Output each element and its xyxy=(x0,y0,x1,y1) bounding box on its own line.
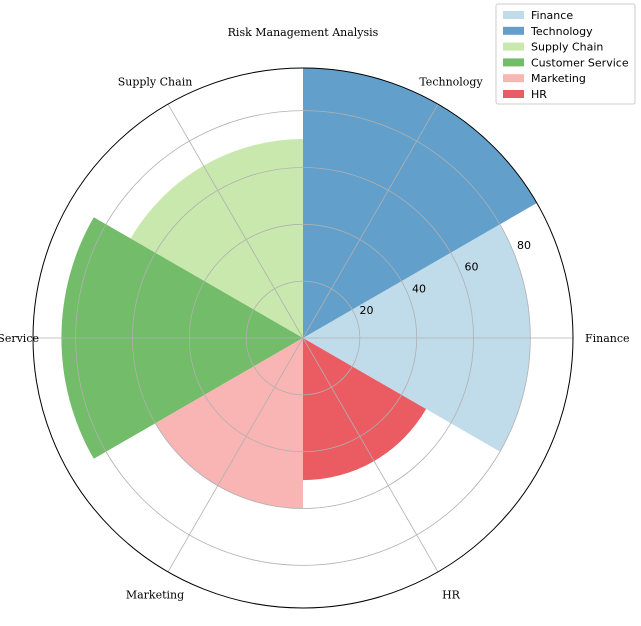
wedge-marketing xyxy=(155,338,303,509)
chart-title: Risk Management Analysis xyxy=(228,26,379,39)
legend: Finance Technology Supply Chain Customer Se… xyxy=(495,3,636,105)
grid-layer xyxy=(32,67,574,609)
wedge-hr xyxy=(303,338,427,481)
radial-tick-label: 20 xyxy=(360,304,374,317)
legend-label-marketing: Marketing xyxy=(531,72,586,85)
wedge-technology xyxy=(303,68,537,338)
grid-spoke xyxy=(167,337,304,573)
grid-spoke xyxy=(302,103,439,339)
wedge-layer xyxy=(61,68,537,509)
category-label-layer: Finance Technology Supply Chain Customer Se… xyxy=(0,76,630,602)
legend-swatch-hr xyxy=(503,90,524,98)
category-label-customer-service: Customer Service xyxy=(0,332,39,345)
category-label-hr: HR xyxy=(442,588,461,601)
legend-label-hr: HR xyxy=(531,88,547,101)
polar-frame xyxy=(32,67,574,609)
legend-swatch-technology xyxy=(503,26,524,35)
grid-spoke xyxy=(167,103,304,339)
category-label-finance: Finance xyxy=(585,332,630,345)
legend-label-technology: Technology xyxy=(530,25,593,38)
grid-spoke xyxy=(302,337,439,573)
wedge-supply-chain xyxy=(130,139,303,338)
category-label-supply-chain: Supply Chain xyxy=(118,76,193,89)
radial-tick-label: 60 xyxy=(465,261,479,274)
legend-label-finance: Finance xyxy=(531,9,573,22)
category-label-marketing: Marketing xyxy=(126,588,184,601)
radial-tick-label: 40 xyxy=(412,282,426,295)
legend-swatch-supply-chain xyxy=(503,42,524,51)
legend-label-supply-chain: Supply Chain xyxy=(531,41,603,54)
legend-swatch-marketing xyxy=(503,74,524,83)
legend-label-customer-service: Customer Service xyxy=(531,56,629,69)
legend-swatch-finance xyxy=(503,11,524,19)
legend-swatch-customer-service xyxy=(503,58,524,67)
category-label-technology: Technology xyxy=(419,76,483,89)
radial-tick-label: 80 xyxy=(517,239,531,252)
legend-frame xyxy=(495,3,636,105)
radial-tick-layer: 20 40 60 80 xyxy=(360,239,532,317)
